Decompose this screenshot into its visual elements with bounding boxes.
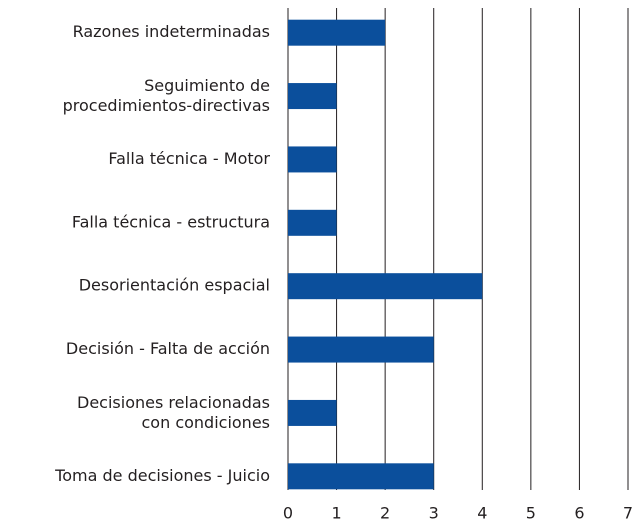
x-tick-label: 1 xyxy=(331,504,341,523)
y-tick-label: Seguimiento de procedimientos-directivas xyxy=(63,76,270,115)
y-tick-label: Razones indeterminadas xyxy=(73,22,270,41)
x-tick-label: 2 xyxy=(380,504,390,523)
bar xyxy=(288,273,483,300)
y-tick-label: Decisión - Falta de acción xyxy=(66,339,270,358)
x-tick-label: 0 xyxy=(283,504,293,523)
y-tick-label: Falla técnica - Motor xyxy=(108,149,270,168)
bar xyxy=(288,463,434,490)
y-tick-label: Decisiones relacionadas con condiciones xyxy=(77,392,270,431)
x-tick-label: 7 xyxy=(623,504,633,523)
bar xyxy=(288,19,386,46)
y-tick-label: Toma de decisiones - Juicio xyxy=(54,466,270,485)
x-tick-label: 6 xyxy=(574,504,584,523)
bar xyxy=(288,399,337,426)
x-tick-label: 4 xyxy=(477,504,487,523)
bar xyxy=(288,336,434,363)
x-tick-label: 5 xyxy=(526,504,536,523)
bar xyxy=(288,209,337,236)
x-tick-label: 3 xyxy=(429,504,439,523)
bar xyxy=(288,146,337,173)
bar xyxy=(288,83,337,110)
y-tick-label: Falla técnica - estructura xyxy=(72,212,270,231)
y-tick-label: Desorientación espacial xyxy=(79,276,270,295)
